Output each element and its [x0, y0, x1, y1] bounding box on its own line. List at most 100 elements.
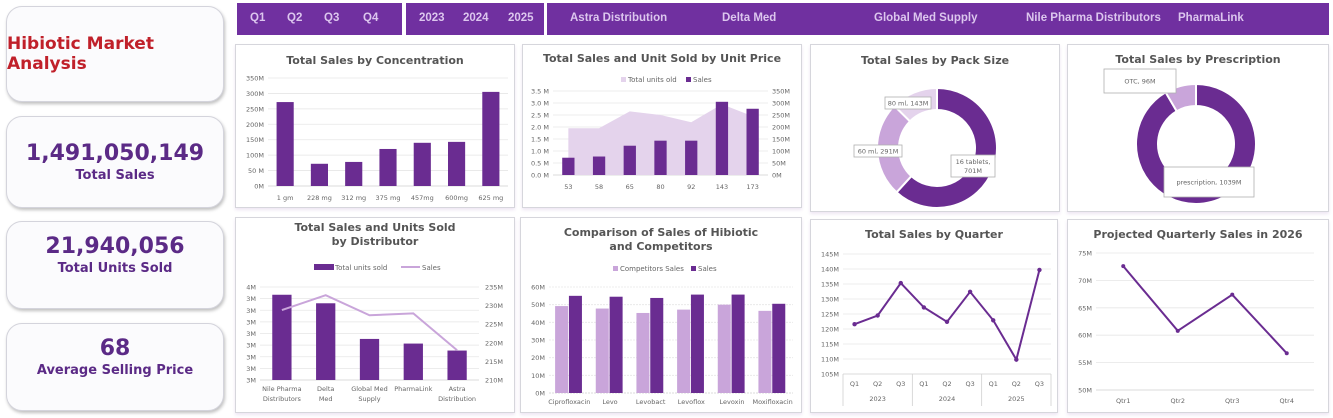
- pack-size-panel: Total Sales by Pack Size 16 tablets, 701M…: [810, 44, 1060, 212]
- units-bar: [447, 350, 467, 380]
- slicer-pharmalink[interactable]: PharmaLink: [1178, 12, 1244, 24]
- slicer-q1[interactable]: Q1: [250, 12, 266, 24]
- y-tick-label: 70M: [1078, 277, 1092, 285]
- y-tick-label: 4M: [246, 284, 256, 292]
- slicer-q2[interactable]: Q2: [287, 12, 303, 24]
- sales-bar: [690, 294, 704, 393]
- data-label: 80 ml, 143M: [888, 100, 929, 108]
- x-tick-label: 65: [626, 183, 634, 191]
- data-point: [991, 318, 996, 323]
- slicer-q3[interactable]: Q3: [324, 12, 340, 24]
- units-bar: [316, 303, 336, 380]
- data-point: [1121, 264, 1126, 269]
- legend-swatch: [686, 77, 691, 82]
- units-bar: [359, 338, 380, 380]
- x-tick-label: 600mg: [445, 194, 468, 202]
- slicer-nile[interactable]: Nile Pharma Distributors: [1026, 12, 1161, 24]
- y-tick-label: 350M: [246, 75, 264, 83]
- slicer-2025[interactable]: 2025: [508, 12, 534, 24]
- y-tick-label: 0.0 M: [531, 172, 549, 180]
- projection-line: [1122, 265, 1288, 354]
- y-tick-label: 115M: [821, 341, 839, 349]
- slicer-2023[interactable]: 2023: [419, 12, 445, 24]
- x-tick-label: Q1: [919, 380, 928, 388]
- units-bar: [272, 294, 292, 380]
- y-tick-label: 1.5 M: [531, 136, 549, 144]
- x-tick-label: 53: [564, 183, 572, 191]
- competitor-bar: [677, 309, 691, 393]
- legend-label: Total units sold: [334, 264, 387, 272]
- avg-price-card: 68 Average Selling Price: [6, 323, 224, 411]
- data-label: 60 ml, 291M: [858, 148, 899, 156]
- data-label: OTC, 96M: [1124, 78, 1155, 86]
- sales-bar: [772, 303, 786, 393]
- y2-tick-label: 220M: [485, 339, 503, 347]
- sales-bar: [731, 294, 745, 393]
- sales-bar: [568, 295, 582, 393]
- y-tick-label: 145M: [821, 251, 839, 259]
- slicer-astra[interactable]: Astra Distribution: [570, 12, 668, 24]
- x-tick-label: 228 mg: [307, 194, 332, 202]
- slicer-global[interactable]: Global Med Supply: [874, 12, 978, 24]
- legend-swatch: [691, 266, 696, 271]
- y-tick-label: 50M: [1078, 387, 1092, 395]
- quarter-chart: 105M 110M 115M 120M 125M 130M 135M 140M 145M Q1 Q2…: [821, 251, 1052, 406]
- y-tick-label: 3M: [246, 295, 256, 303]
- chart-title: Total Sales and Units Sold by Distributo…: [294, 221, 456, 248]
- sales-bar: [746, 108, 759, 175]
- y2-tick-label: 210M: [485, 377, 503, 385]
- bar: [379, 148, 397, 186]
- y-tick-label: 3M: [246, 365, 256, 373]
- sales-bar: [650, 297, 664, 393]
- distributor-panel: Total Sales and Units Sold by Distributo…: [235, 217, 515, 413]
- data-point: [1284, 351, 1289, 356]
- quarter-panel: Total Sales by Quarter 105M 110M 115M 120M 1…: [810, 219, 1058, 413]
- slicer-2024[interactable]: 2024: [463, 12, 489, 24]
- distributor-chart: Total units sold Sales 3M 3M 3M 3M 3M 3M 3M 3M 4M 2…: [246, 264, 503, 403]
- bar: [345, 161, 363, 186]
- concentration-panel: Total Sales by Concentration 0M 50 M 100M 1…: [235, 44, 515, 208]
- x-group-label: 2023: [869, 395, 886, 403]
- sales-bar: [654, 140, 667, 175]
- x-tick-label: PharmaLink: [394, 385, 432, 393]
- data-point: [1230, 292, 1235, 297]
- sales-bar: [609, 296, 623, 393]
- data-label-box: [950, 154, 996, 178]
- y2-tick-label: 350M: [772, 88, 790, 96]
- total-units-card: 21,940,056 Total Units Sold: [6, 221, 224, 309]
- y-tick-label: 60M: [1078, 332, 1092, 340]
- bar: [310, 163, 328, 186]
- data-point: [1014, 357, 1019, 362]
- chart-title: Total Sales by Prescription: [1115, 53, 1281, 66]
- sales-line: [281, 294, 458, 352]
- competitor-bar: [595, 308, 609, 393]
- y-tick-label: 3M: [246, 318, 256, 326]
- concentration-chart: 0M 50 M 100M 150M 200M 250M 300M 350M 1 gm 228 mg…: [246, 75, 508, 202]
- y-tick-label: 55M: [1078, 359, 1092, 367]
- x-tick-label: 80: [656, 183, 664, 191]
- y2-tick-label: 0M: [772, 172, 782, 180]
- y2-tick-label: 225M: [485, 321, 503, 329]
- y-tick-label: 125M: [821, 311, 839, 319]
- y-tick-label: 2.5 M: [531, 112, 549, 120]
- prescription-panel: Total Sales by Prescription prescription…: [1067, 44, 1329, 212]
- legend-label: Sales: [693, 76, 712, 84]
- data-point: [875, 313, 880, 318]
- x-tick-label: Qtr2: [1171, 397, 1185, 405]
- data-label: 16 tablets,: [956, 158, 991, 166]
- x-tick-label: Q2: [1012, 380, 1021, 388]
- dashboard-title: Hibiotic Market Analysis: [7, 34, 154, 74]
- y-tick-label: 3M: [246, 307, 256, 315]
- slicer-delta[interactable]: Delta Med: [722, 12, 777, 24]
- x-tick-label: Ciprofloxacin: [548, 398, 590, 406]
- bar: [276, 102, 294, 186]
- y-tick-label: 105M: [821, 371, 839, 379]
- sales-bar: [685, 140, 698, 175]
- x-tick-label: Q3: [896, 380, 905, 388]
- y-tick-label: 75M: [1078, 250, 1092, 258]
- y-tick-label: 50 M: [248, 167, 264, 175]
- x-tick-label: 92: [687, 183, 695, 191]
- slicer-q4[interactable]: Q4: [363, 12, 379, 24]
- avg-price-label: Average Selling Price: [36, 363, 194, 378]
- y-tick-label: 110M: [821, 356, 839, 364]
